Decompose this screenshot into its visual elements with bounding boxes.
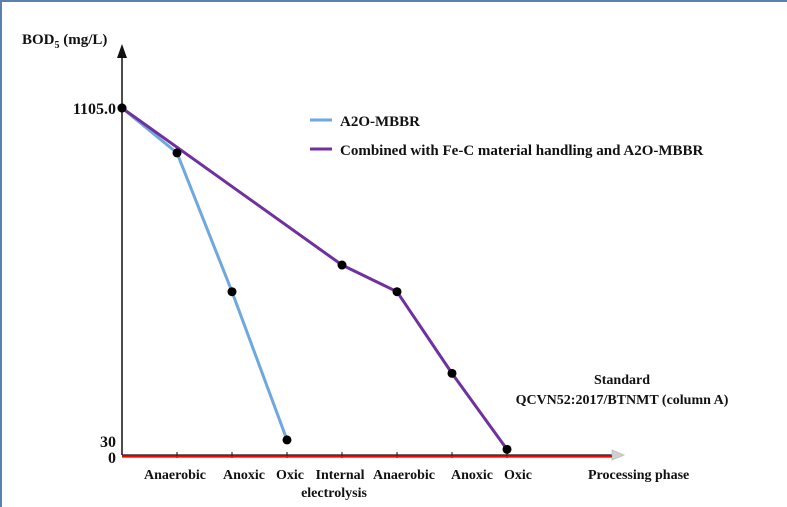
x-tick-label-3: Internal — [316, 468, 365, 483]
x-tick-labels: Anaerobic Anoxic Oxic Internal electrolysis A… — [144, 468, 532, 501]
x-tick-label-2: Oxic — [276, 468, 304, 483]
series-line-0 — [121, 106, 289, 441]
y-tick-label-top: 1105.0 — [73, 101, 116, 118]
y-axis-arrow — [117, 44, 127, 58]
legend: A2O-MBBR Combined with Fe-C material han… — [310, 114, 704, 159]
y-tick-label-standard: 30 — [100, 434, 116, 451]
series-layer — [117, 103, 512, 454]
series-0-point-1 — [172, 148, 182, 158]
y-axis-title: BOD5 (mg/L) — [22, 32, 107, 51]
x-tick-label-3-line2: electrolysis — [301, 486, 367, 501]
standard-label-line1: Standard — [594, 373, 650, 388]
series-0-point-2 — [227, 287, 237, 297]
standard-label-line2: QCVN52:2017/BTNMT (column A) — [516, 393, 729, 408]
y-tick-label-zero: 0 — [108, 450, 116, 467]
x-tick-label-4: Anaerobic — [373, 468, 435, 483]
x-tick-label-5: Anoxic — [451, 468, 493, 483]
series-1-point-0 — [117, 103, 127, 113]
series-1-point-2 — [392, 287, 402, 297]
series-0-point-3 — [282, 435, 292, 445]
x-tick-label-1: Anoxic — [223, 468, 265, 483]
legend-label-combined: Combined with Fe-C material handling and… — [340, 143, 704, 159]
x-axis-arrow — [611, 449, 626, 461]
series-1-point-1 — [337, 260, 347, 270]
series-1-point-3 — [447, 368, 457, 378]
series-1-point-4 — [502, 444, 512, 454]
x-tick-label-0: Anaerobic — [144, 468, 206, 483]
x-tick-label-6: Oxic — [504, 468, 532, 483]
legend-label-a2o: A2O-MBBR — [340, 114, 420, 130]
x-axis-title: Processing phase — [588, 468, 689, 483]
